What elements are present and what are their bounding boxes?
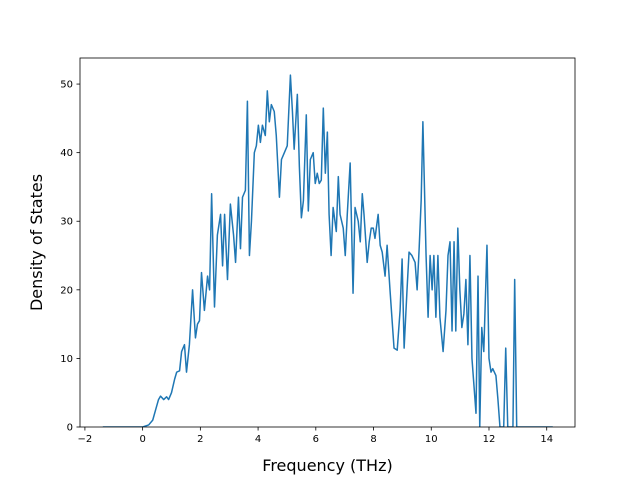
y-tick-label: 50 [60,80,73,91]
y-tick-label: 0 [67,423,73,434]
data-line [102,74,553,427]
x-tick-label: 8 [370,434,376,445]
y-tick-label: 40 [60,148,73,159]
y-tick-label: 30 [60,217,73,228]
x-tick-label: 14 [540,434,553,445]
x-tick-label: −2 [78,434,93,445]
x-tick-label: 4 [255,434,261,445]
y-tick-label: 20 [60,285,73,296]
plot-frame [79,57,576,428]
x-tick-label: 12 [483,434,496,445]
x-tick-label: 6 [313,434,319,445]
x-axis-label: Frequency (THz) [262,456,392,475]
y-axis-label: Density of States [27,174,46,311]
x-tick-label: 10 [425,434,438,445]
x-tick-label: 0 [139,434,145,445]
y-tick-label: 10 [60,354,73,365]
x-tick-label: 2 [197,434,203,445]
